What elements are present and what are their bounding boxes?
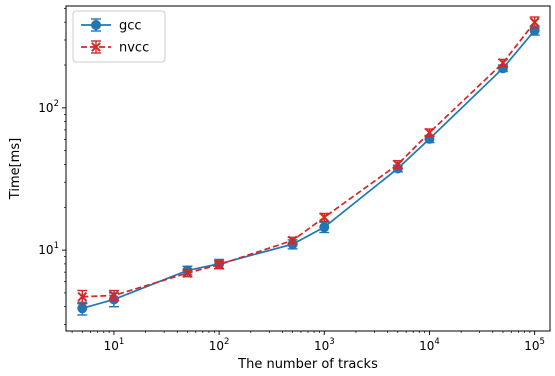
x-tick-label: 103 — [314, 337, 335, 353]
data-point — [182, 268, 193, 278]
y-tick-label: 102 — [38, 99, 59, 115]
x-tick-label: 102 — [209, 337, 230, 353]
x-axis-label: The number of tracks — [237, 357, 378, 372]
series-nvcc — [77, 16, 540, 305]
legend-marker — [91, 20, 101, 30]
data-point — [498, 57, 508, 68]
data-point — [392, 159, 403, 170]
data-point — [424, 127, 435, 138]
legend-label: nvcc — [119, 41, 149, 56]
series-gcc — [77, 25, 540, 316]
legend-label: gcc — [119, 19, 142, 34]
data-point — [109, 290, 119, 301]
x-tick-label: 105 — [524, 337, 545, 353]
legend-item-gcc: gcc — [81, 18, 142, 34]
series-line-gcc — [82, 29, 536, 310]
x-tick-label: 101 — [104, 337, 125, 353]
plot-area — [77, 16, 540, 316]
data-point — [529, 17, 540, 28]
series-line-nvcc — [82, 21, 536, 298]
data-point — [319, 212, 330, 223]
legend-marker — [91, 42, 101, 52]
y-tick-label: 101 — [38, 241, 59, 257]
legend-item-nvcc: nvcc — [81, 40, 149, 56]
data-point — [287, 235, 298, 246]
legend: gcc nvcc — [72, 10, 166, 63]
data-point — [214, 259, 225, 270]
y-axis-label: Time[ms] — [8, 138, 23, 200]
x-axis: 101 102 103 104 105 — [71, 331, 545, 353]
x-tick-label: 104 — [419, 337, 440, 353]
y-axis: 101 102 — [38, 8, 66, 325]
data-point — [77, 291, 88, 302]
data-point — [319, 222, 330, 233]
data-point — [77, 303, 88, 314]
